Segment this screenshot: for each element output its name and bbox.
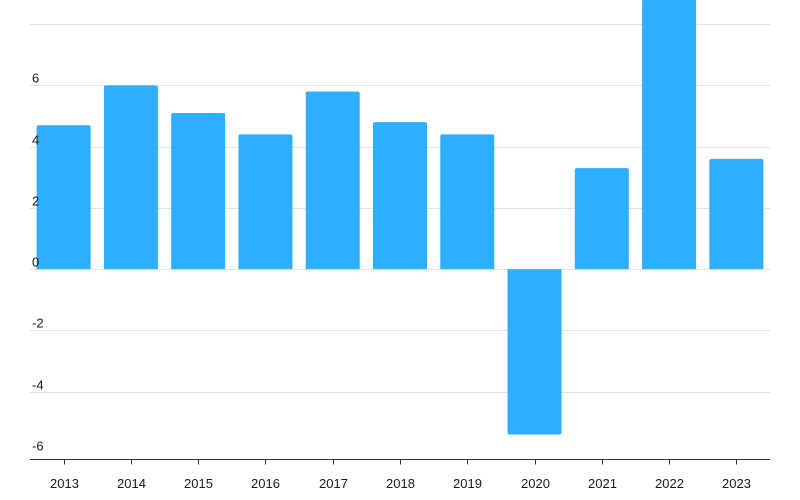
x-axis [30,459,770,465]
y-tick-label: -6 [32,439,44,454]
y-tick-label: -4 [32,378,44,393]
bar-2021 [574,168,629,270]
x-tick-label: 2019 [453,476,482,491]
bars [36,0,764,435]
x-tick-label: 2021 [588,476,617,491]
x-tick-label: 2015 [184,476,213,491]
x-tick-label: 2014 [117,476,146,491]
bar-2016 [238,134,293,270]
bar-2022 [642,0,697,270]
x-tick-label: 2013 [50,476,79,491]
y-tick-label: 0 [32,255,39,270]
bar-2017 [305,91,360,270]
y-tick-label: 2 [32,194,39,209]
bar-2015 [171,112,226,270]
x-tick-label: 2022 [655,476,684,491]
bar-2018 [373,122,427,270]
bar-2023 [709,158,764,270]
bar-2019 [440,134,495,270]
x-tick-label: 2016 [251,476,280,491]
x-tick-label: 2023 [722,476,751,491]
y-tick-label: -2 [32,316,44,331]
x-tick-label: 2018 [386,476,415,491]
y-tick-label: 6 [32,71,39,86]
x-tick-label: 2020 [521,476,550,491]
bar-2020 [507,269,562,435]
y-tick-label: 4 [32,133,39,148]
y-tick-labels: -6 -4 -2 0 2 4 6 [32,71,44,454]
bar-2014 [103,85,158,270]
x-tick-labels: 2013 2014 2015 2016 2017 2018 2019 2020 2021 2022… [50,476,751,491]
bar-2013 [36,125,91,270]
x-tick-label: 2017 [319,476,348,491]
